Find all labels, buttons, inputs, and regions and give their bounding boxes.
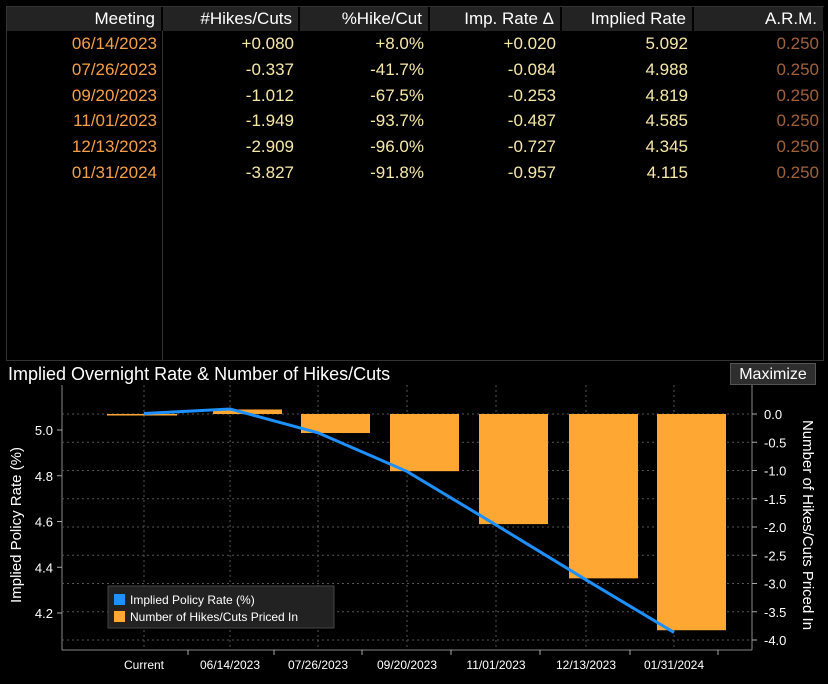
maximize-button[interactable]: Maximize bbox=[730, 363, 816, 385]
cell-pct: -67.5% bbox=[370, 85, 424, 105]
cell-hikes: -1.949 bbox=[245, 111, 294, 131]
cell-meeting: 07/26/2023 bbox=[71, 59, 157, 79]
cell-pct: -93.7% bbox=[370, 111, 424, 131]
right-tick-label: -3.0 bbox=[764, 577, 786, 592]
cell-arm: 0.250 bbox=[776, 59, 819, 79]
cell-meeting: 12/13/2023 bbox=[71, 137, 157, 157]
chart-title: Implied Overnight Rate & Number of Hikes… bbox=[8, 364, 391, 384]
cell-rate: 4.819 bbox=[645, 85, 688, 105]
cell-hikes: -3.827 bbox=[245, 163, 294, 182]
table-row[interactable]: 09/20/2023 -1.012 -67.5% -0.253 4.819 0.250 bbox=[7, 83, 823, 109]
cell-arm: 0.250 bbox=[776, 163, 819, 182]
x-tick-label: 12/13/2023 bbox=[556, 658, 616, 672]
right-tick-label: 0.0 bbox=[764, 407, 782, 422]
table-row[interactable]: 07/26/2023 -0.337 -41.7% -0.084 4.988 0.250 bbox=[7, 57, 823, 83]
cell-meeting: 01/31/2024 bbox=[71, 163, 157, 182]
x-tick-label: 09/20/2023 bbox=[377, 658, 437, 672]
bar-06-14-2023 bbox=[213, 409, 282, 414]
column-divider bbox=[162, 31, 163, 361]
bar-09-20-2023 bbox=[390, 414, 459, 472]
table-row[interactable]: 06/14/2023 +0.080 +8.0% +0.020 5.092 0.250 bbox=[7, 31, 823, 57]
x-tick-label: Current bbox=[124, 658, 165, 672]
cell-pct: -91.8% bbox=[370, 163, 424, 182]
column-header-delta[interactable]: Imp. Rate Δ bbox=[430, 7, 562, 31]
cell-arm: 0.250 bbox=[776, 34, 819, 53]
table-row[interactable]: 01/31/2024 -3.827 -91.8% -0.957 4.115 0.250 bbox=[7, 160, 823, 186]
cell-arm: 0.250 bbox=[776, 111, 819, 131]
meeting-table: Meeting #Hikes/Cuts %Hike/Cut Imp. Rate Δ Im… bbox=[6, 6, 825, 361]
left-tick-label: 4.6 bbox=[35, 515, 53, 530]
bar-01-31-2024 bbox=[657, 414, 726, 631]
cell-delta: -0.487 bbox=[507, 111, 556, 131]
left-tick-label: 4.4 bbox=[35, 560, 53, 575]
column-header-hikes[interactable]: #Hikes/Cuts bbox=[163, 7, 300, 31]
cell-pct: -96.0% bbox=[370, 137, 424, 157]
column-header-pct[interactable]: %Hike/Cut bbox=[300, 7, 430, 31]
cell-pct: +8.0% bbox=[375, 34, 424, 53]
x-tick-label: 11/01/2023 bbox=[466, 658, 525, 672]
cell-delta: +0.020 bbox=[503, 34, 556, 53]
table-row[interactable]: 11/01/2023 -1.949 -93.7% -0.487 4.585 0.250 bbox=[7, 108, 823, 134]
bar-12-13-2023 bbox=[569, 414, 638, 579]
right-tick-label: -1.5 bbox=[764, 492, 786, 507]
implied-rate-line bbox=[143, 407, 675, 634]
right-tick-label: -3.5 bbox=[764, 605, 786, 620]
left-tick-label: 4.8 bbox=[35, 469, 53, 484]
cell-delta: -0.084 bbox=[507, 59, 556, 79]
bar-11-01-2023 bbox=[479, 414, 548, 525]
cell-rate: 4.988 bbox=[645, 59, 688, 79]
cell-hikes: -1.012 bbox=[245, 85, 294, 105]
cell-arm: 0.250 bbox=[776, 85, 819, 105]
cell-hikes: +0.080 bbox=[241, 34, 294, 53]
column-header-rate[interactable]: Implied Rate bbox=[562, 7, 694, 31]
left-tick-label: 5.0 bbox=[35, 423, 53, 438]
right-tick-label: -2.0 bbox=[764, 520, 786, 535]
cell-pct: -41.7% bbox=[370, 59, 424, 79]
right-tick-label: -2.5 bbox=[764, 548, 786, 563]
cell-rate: 4.345 bbox=[645, 137, 688, 157]
cell-arm: 0.250 bbox=[776, 137, 819, 157]
legend-label-line: Implied Policy Rate (%) bbox=[130, 593, 255, 607]
cell-rate: 4.115 bbox=[646, 163, 688, 182]
column-header-arm[interactable]: A.R.M. bbox=[694, 7, 825, 31]
x-tick-label: 06/14/2023 bbox=[200, 658, 260, 672]
cell-delta: -0.727 bbox=[507, 137, 556, 157]
cell-rate: 5.092 bbox=[645, 34, 688, 53]
table-header-row: Meeting #Hikes/Cuts %Hike/Cut Imp. Rate Δ Im… bbox=[7, 7, 825, 31]
cell-delta: -0.253 bbox=[507, 85, 556, 105]
left-tick-label: 4.2 bbox=[35, 606, 53, 621]
cell-meeting: 09/20/2023 bbox=[71, 85, 157, 105]
legend-swatch-line bbox=[114, 594, 125, 605]
cell-meeting: 06/14/2023 bbox=[71, 34, 157, 53]
cell-hikes: -0.337 bbox=[245, 59, 294, 79]
column-header-meeting[interactable]: Meeting bbox=[7, 7, 163, 31]
left-axis-title: Implied Policy Rate (%) bbox=[8, 447, 25, 603]
bar-current bbox=[107, 414, 177, 416]
legend-box bbox=[107, 585, 335, 629]
cell-rate: 4.585 bbox=[645, 111, 688, 131]
legend-label-bar: Number of Hikes/Cuts Priced In bbox=[130, 610, 298, 624]
right-tick-label: -1.0 bbox=[764, 464, 786, 479]
right-axis-title: Number of Hikes/Cuts Priced In bbox=[799, 420, 816, 630]
cell-meeting: 11/01/2023 bbox=[73, 111, 157, 131]
legend-swatch-bar bbox=[114, 611, 125, 622]
chart-area: 4.2 4.4 4.6 4.8 5.0 0.0 -0.5 -1.0 -1.5 -2.0 -2.5 -3… bbox=[8, 385, 816, 672]
right-tick-label: -0.5 bbox=[764, 435, 786, 450]
x-tick-label: 01/31/2024 bbox=[644, 658, 704, 672]
cell-hikes: -2.909 bbox=[245, 137, 294, 157]
x-tick-label: 07/26/2023 bbox=[288, 658, 348, 672]
cell-delta: -0.957 bbox=[507, 163, 556, 182]
bar-07-26-2023 bbox=[301, 414, 370, 434]
table-row[interactable]: 12/13/2023 -2.909 -96.0% -0.727 4.345 0.250 bbox=[7, 134, 823, 160]
right-tick-label: -4.0 bbox=[764, 633, 786, 648]
